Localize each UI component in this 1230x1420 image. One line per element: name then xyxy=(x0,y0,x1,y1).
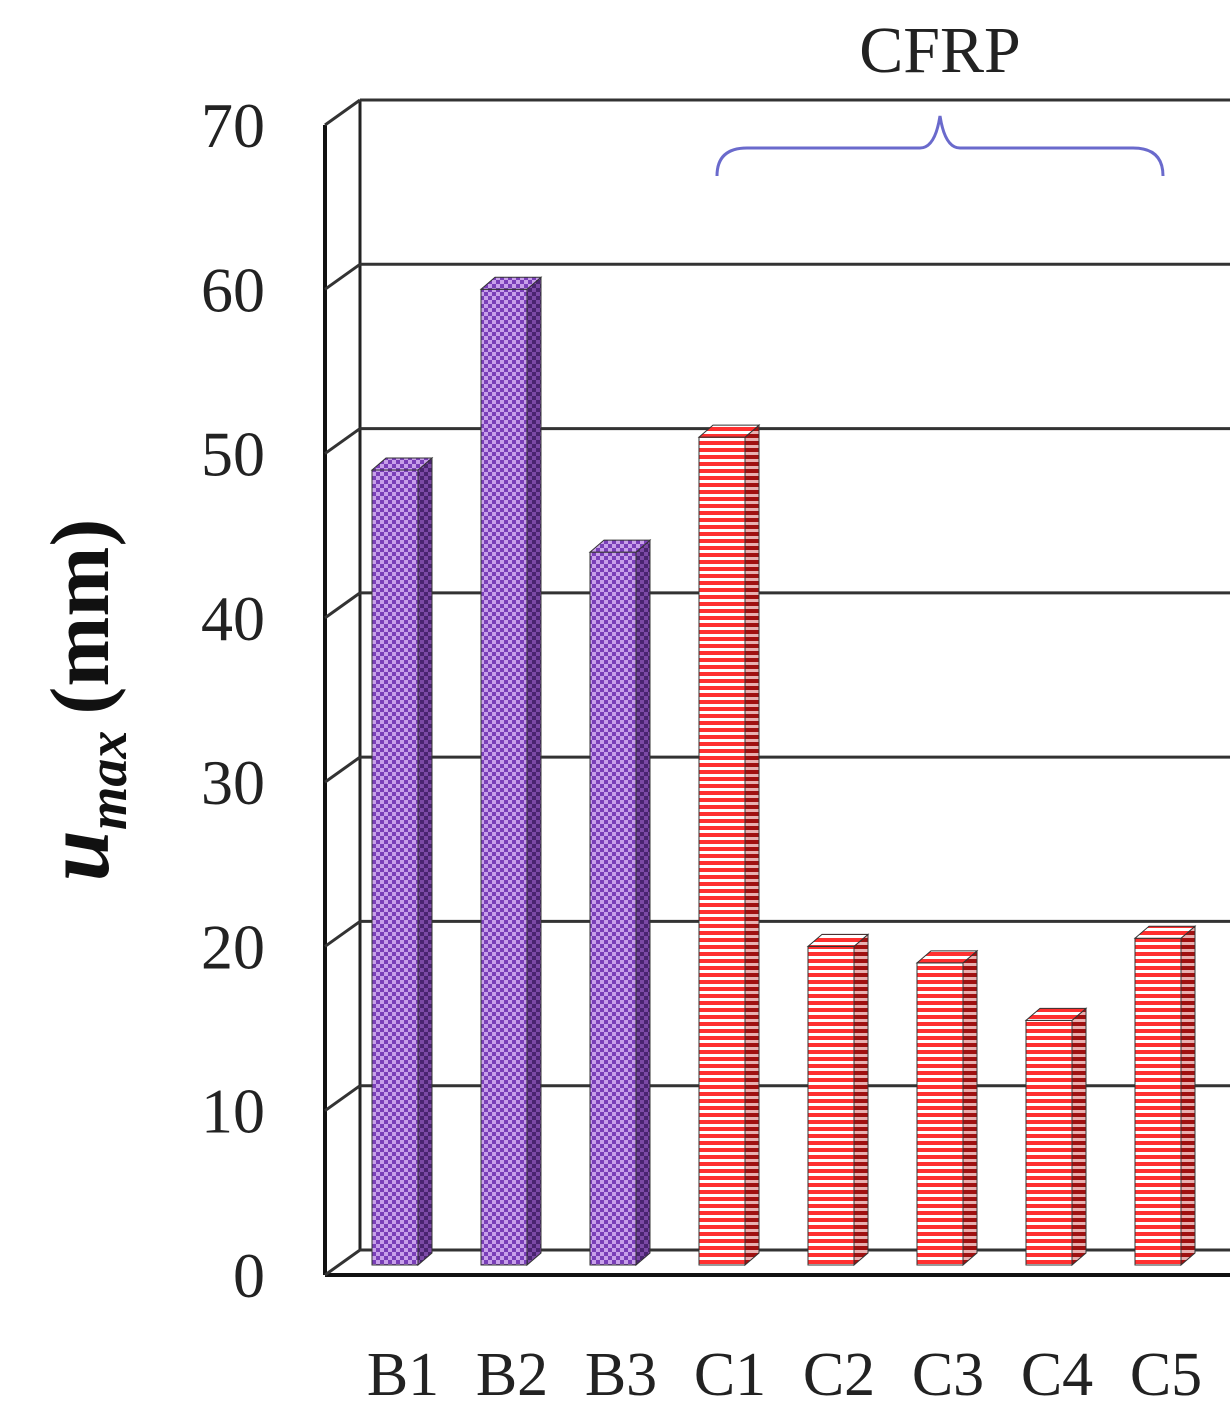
y-axis-label: umax (mm) xyxy=(26,519,139,882)
bar-top xyxy=(806,933,870,947)
bar-top xyxy=(697,424,761,438)
bar-side xyxy=(853,933,869,1267)
bar-B2 xyxy=(479,276,543,1267)
bar-front xyxy=(589,551,637,1266)
bar-C3 xyxy=(915,949,979,1267)
y-axis-subscript: max xyxy=(77,731,139,831)
bar-front xyxy=(916,962,964,1266)
gridlines xyxy=(324,98,1230,1277)
x-tick-label: B1 xyxy=(367,1341,439,1409)
chart-walls xyxy=(323,100,1230,1277)
gridline-stub xyxy=(324,427,361,455)
bar-top xyxy=(588,539,652,553)
bar-top xyxy=(1024,1007,1088,1021)
annotation-label: CFRP xyxy=(859,14,1020,87)
y-axis-unit: (mm) xyxy=(34,519,127,715)
bar-side xyxy=(635,539,651,1267)
x-tick-label: B3 xyxy=(585,1341,657,1409)
x-tick-label: C3 xyxy=(912,1341,984,1409)
bracket xyxy=(715,115,1165,177)
bar-side xyxy=(962,949,978,1267)
y-tick-label: 70 xyxy=(201,90,265,161)
group-annotation: CFRP xyxy=(715,14,1165,177)
bar-C2 xyxy=(806,933,870,1267)
x-tick-label: C5 xyxy=(1130,1341,1202,1409)
y-tick-label: 50 xyxy=(201,419,265,490)
bar-C5 xyxy=(1133,925,1197,1267)
bars xyxy=(370,276,1197,1267)
bar-side xyxy=(744,424,760,1267)
bar-top xyxy=(479,276,543,290)
gridline-stub xyxy=(324,755,361,784)
gridline-stub xyxy=(324,920,361,948)
gridline-stub xyxy=(324,98,361,127)
y-tick-label: 0 xyxy=(233,1240,265,1311)
bar-C4 xyxy=(1024,1007,1088,1267)
bar-top xyxy=(915,950,979,964)
y-tick-label: 60 xyxy=(201,254,265,325)
gridline-stub xyxy=(324,591,361,620)
bar-front xyxy=(480,288,528,1266)
bar-side xyxy=(417,456,433,1267)
bar-front xyxy=(698,436,746,1266)
x-tick-label: B2 xyxy=(476,1341,548,1409)
bar-front xyxy=(1134,937,1182,1266)
bar-B1 xyxy=(370,456,434,1267)
bar-front xyxy=(807,945,855,1266)
y-tick-label: 20 xyxy=(201,911,265,982)
bar-side xyxy=(526,276,542,1267)
y-axis-ticks: 0 10 20 30 40 50 60 70 xyxy=(201,90,265,1311)
y-axis-symbol: u xyxy=(26,830,128,881)
y-tick-label: 30 xyxy=(201,747,265,818)
bar-side xyxy=(1180,925,1196,1267)
x-tick-label: C1 xyxy=(694,1341,766,1409)
bar-front xyxy=(371,469,419,1266)
bar-top xyxy=(370,457,434,471)
bar-side xyxy=(1071,1007,1087,1267)
x-axis-ticks: B1 B2 B3 C1 C2 C3 C4 C5 xyxy=(367,1341,1202,1409)
bar-front xyxy=(1025,1019,1073,1266)
y-tick-label: 10 xyxy=(201,1076,265,1147)
y-tick-label: 40 xyxy=(201,583,265,654)
gridline-stub xyxy=(324,1248,361,1277)
bar-B3 xyxy=(588,539,652,1267)
gridline-stub xyxy=(324,263,361,291)
bar-C1 xyxy=(697,424,761,1267)
x-tick-label: C2 xyxy=(803,1341,875,1409)
bar-top xyxy=(1133,925,1197,939)
x-tick-label: C4 xyxy=(1021,1341,1093,1409)
gridline-stub xyxy=(324,1084,361,1112)
